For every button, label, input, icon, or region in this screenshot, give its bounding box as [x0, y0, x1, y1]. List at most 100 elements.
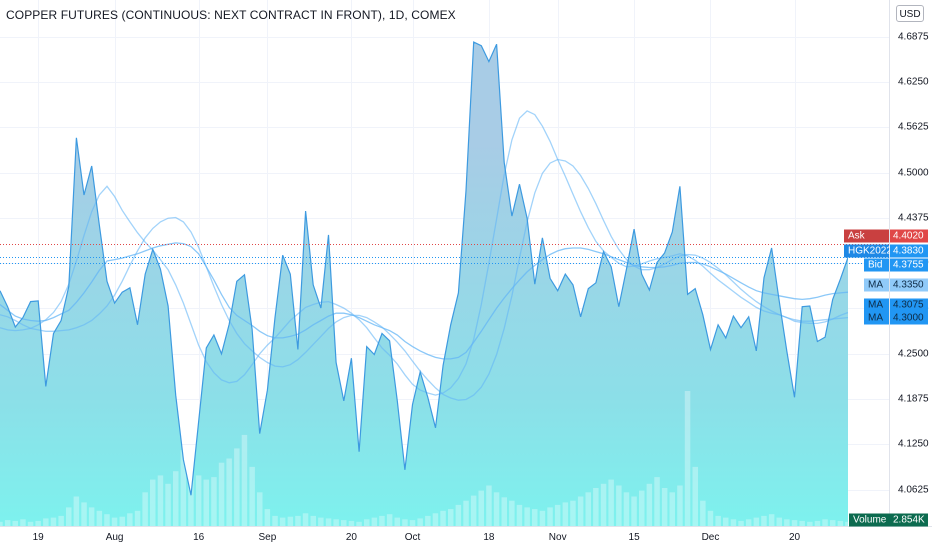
volume-bar	[776, 517, 782, 526]
price-level-lines	[0, 244, 889, 264]
volume-bar	[241, 434, 248, 526]
volume-bar	[448, 509, 454, 526]
ma-value-2: 4.3075	[890, 298, 928, 312]
currency-badge[interactable]: USD	[896, 5, 924, 22]
volume-bar	[356, 521, 362, 526]
volume-bar	[593, 488, 599, 526]
volume-bar	[730, 519, 737, 526]
volume-bar	[20, 519, 26, 526]
volume-bar	[807, 521, 813, 526]
volume-bar	[264, 509, 271, 526]
volume-bar	[295, 515, 301, 526]
volume-bar	[677, 485, 683, 526]
volume-bar	[96, 510, 103, 526]
volume-bar	[333, 519, 339, 526]
price-tick-label: 4.1875	[898, 393, 929, 405]
volume-bar	[348, 520, 355, 526]
volume-bar	[493, 492, 500, 526]
volume-bar	[88, 507, 95, 526]
ask-price-tag: Ask 4.4020	[844, 229, 928, 243]
price-tick-label: 4.0625	[898, 484, 929, 496]
volume-bar	[43, 518, 49, 526]
volume-bar	[455, 504, 462, 526]
volume-bar	[585, 492, 591, 526]
ma-line-1	[0, 242, 848, 360]
volume-bar	[66, 507, 72, 526]
volume-bar	[272, 515, 278, 526]
volume-bar	[608, 479, 614, 526]
volume-bar	[50, 517, 57, 526]
bid-price-tag: Bid 4.3755	[864, 258, 928, 272]
bid-value: 4.3755	[890, 258, 928, 272]
volume-bar	[4, 520, 11, 526]
volume-bar	[425, 515, 431, 526]
volume-bar	[58, 515, 64, 526]
volume-bar	[616, 485, 622, 526]
volume-bar	[814, 520, 821, 526]
volume-bar	[646, 483, 653, 526]
volume-bar	[211, 477, 217, 526]
volume-bar	[417, 518, 423, 526]
volume-bar	[12, 520, 18, 526]
volume-bar	[81, 502, 87, 526]
volume-bar	[150, 479, 156, 526]
volume-bar	[715, 515, 721, 526]
volume-bar	[432, 513, 439, 526]
volume-bar	[784, 519, 790, 526]
volume-bar	[257, 492, 263, 526]
price-area	[0, 42, 848, 526]
volume-bar	[600, 483, 607, 526]
ma-label-2: MA	[864, 298, 889, 312]
volume-bar	[409, 520, 416, 526]
contract-label: HGK2022	[844, 244, 892, 258]
time-tick-label: Nov	[548, 532, 567, 543]
volume-bar	[394, 517, 400, 526]
ask-value: 4.4020	[890, 229, 928, 243]
price-tick-label: 4.2500	[898, 348, 929, 360]
volume-bar	[386, 514, 393, 526]
price-tick-label: 4.5000	[898, 167, 929, 179]
time-tick-label: 16	[193, 532, 205, 543]
volume-bar	[325, 518, 332, 526]
time-tick-label: Dec	[701, 532, 720, 543]
bid-label: Bid	[864, 258, 889, 272]
volume-bar	[27, 521, 34, 526]
volume-bar	[837, 520, 844, 526]
volume-bar	[577, 496, 584, 526]
price-line	[0, 41, 848, 496]
volume-bar	[639, 490, 645, 526]
volume-bar	[700, 500, 706, 526]
volume-tag: Volume 2.854K	[849, 513, 928, 527]
time-tick-label: 18	[483, 532, 495, 543]
contract-value: 4.3830	[890, 244, 928, 258]
ma-tag-3: MA 4.3000	[864, 311, 928, 325]
price-tick-label: 4.1250	[898, 438, 929, 450]
price-tick-label: 4.5625	[898, 121, 929, 133]
volume-bar	[364, 519, 370, 526]
volume-bar	[707, 510, 714, 526]
volume-bar	[180, 450, 187, 526]
volume-bar	[249, 466, 255, 526]
time-tick-label: Oct	[404, 532, 421, 543]
volume-bar	[0, 521, 3, 526]
volume-bar	[478, 490, 484, 526]
volume-bar	[134, 510, 141, 526]
volume-bar	[791, 520, 798, 526]
volume-bar	[73, 496, 80, 526]
volume-bar	[203, 479, 209, 526]
volume-bar	[631, 496, 637, 526]
volume-bar	[830, 520, 836, 526]
price-tick-label: 4.6875	[898, 31, 929, 43]
volume-bar	[723, 517, 729, 526]
volume-bar	[669, 492, 675, 526]
contract-price-tag: HGK2022 4.3830	[844, 244, 928, 258]
volume-bar	[570, 500, 576, 526]
time-tick-label: 19	[32, 532, 44, 543]
volume-label: Volume	[849, 513, 892, 527]
ma-tag-1: MA 4.3350	[864, 278, 928, 292]
volume-bar	[165, 483, 171, 526]
price-tick-label: 4.4375	[898, 212, 929, 224]
time-tick-label: 20	[345, 532, 357, 543]
volume-bar	[654, 477, 660, 526]
